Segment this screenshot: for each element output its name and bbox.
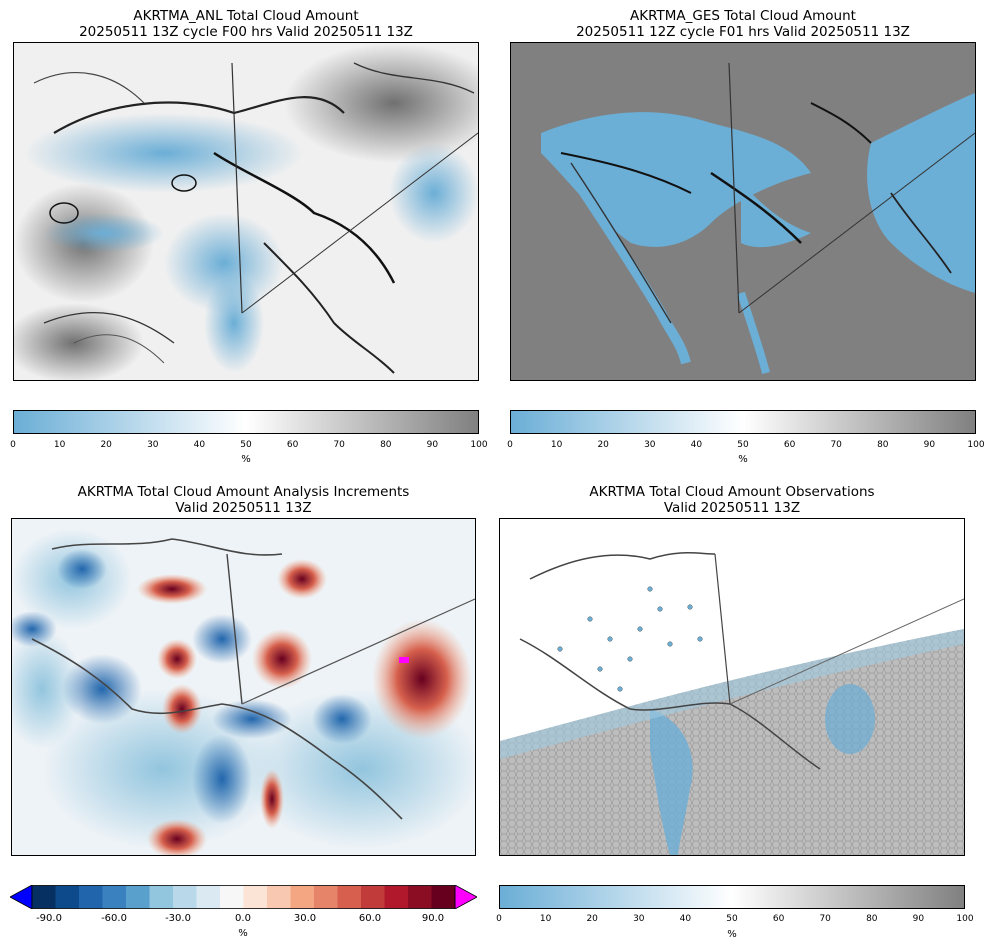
cbar-color-block (220, 885, 244, 909)
cbar-color-block (361, 885, 385, 909)
cbar-color-block (55, 885, 80, 909)
ges-colorbar (510, 410, 976, 434)
obs-cbar-tick: 60 (772, 914, 785, 924)
anl-cbar-tick: 80 (380, 440, 392, 450)
anl-cbar-tick: 40 (193, 440, 206, 450)
inc-cbar-tick: 0.0 (235, 913, 251, 924)
anl-title-line1: AKRTMA_ANL Total Cloud Amount (133, 8, 359, 24)
ges-title-line1: AKRTMA_GES Total Cloud Amount (630, 8, 856, 24)
anl-map (13, 42, 479, 381)
cbar-color-block (431, 885, 456, 909)
ges-cbar-tick: 10 (550, 440, 563, 450)
cbar-overflow-arrow (454, 885, 477, 909)
obs-cbar-tick: 90 (912, 914, 925, 924)
ges-cbar-tick: 90 (923, 440, 936, 450)
obs-cbar-tick: 50 (726, 914, 738, 924)
ges-cbar-tick: 80 (877, 440, 889, 450)
cbar-color-block (32, 885, 56, 909)
anl-cbar-tick: 10 (53, 440, 66, 450)
inc-cbar-tick: -60.0 (101, 913, 127, 924)
obs-colorbar (499, 885, 965, 909)
anl-cbar-tick: 100 (470, 440, 488, 450)
obs-title: AKRTMA Total Cloud Amount Observations V… (499, 484, 965, 516)
ges-cbar-tick: 0 (507, 440, 513, 450)
ges-cbar-tick: 60 (783, 440, 796, 450)
anl-cbar-unit: % (241, 454, 251, 465)
ges-cbar-tick: 40 (690, 440, 703, 450)
cbar-color-block (79, 885, 103, 909)
cbar-color-block (314, 885, 338, 909)
ges-cbar-tick: 20 (597, 440, 609, 450)
obs-cbar-tick: 10 (539, 914, 552, 924)
obs-cbar-tick: 20 (586, 914, 598, 924)
inc-map (11, 518, 476, 856)
ges-title: AKRTMA_GES Total Cloud Amount 20250511 1… (510, 8, 976, 40)
cbar-color-block (126, 885, 150, 909)
anl-title: AKRTMA_ANL Total Cloud Amount 20250511 1… (13, 8, 479, 40)
anl-cbar-tick: 50 (240, 440, 252, 450)
obs-cbar-tick: 100 (956, 914, 974, 924)
obs-title-line2: Valid 20250511 13Z (663, 500, 801, 516)
inc-cbar-tick: 90.0 (421, 913, 445, 924)
ges-cbar-unit: % (738, 454, 748, 465)
cbar-color-block (408, 885, 432, 909)
anl-cbar-tick: 30 (147, 440, 159, 450)
obs-title-line1: AKRTMA Total Cloud Amount Observations (589, 484, 875, 500)
cbar-color-block (196, 885, 221, 909)
cbar-color-block (173, 885, 197, 909)
obs-cbar-tick: 0 (496, 914, 502, 924)
cbar-color-block (267, 885, 291, 909)
inc-cbar-tick: -90.0 (36, 913, 62, 924)
ges-cbar-tick: 70 (830, 440, 842, 450)
obs-cbar-tick: 40 (679, 914, 692, 924)
ges-title-line2: 20250511 12Z cycle F01 hrs Valid 2025051… (576, 24, 910, 40)
obs-cbar-tick: 70 (819, 914, 831, 924)
cbar-color-block (243, 885, 268, 909)
obs-cbar-tick: 80 (866, 914, 878, 924)
anl-cbar-tick: 20 (100, 440, 112, 450)
anl-title-line2: 20250511 13Z cycle F00 hrs Valid 2025051… (79, 24, 413, 40)
cbar-color-block (102, 885, 127, 909)
inc-cbar-unit: % (238, 928, 248, 939)
cbar-color-block (384, 885, 409, 909)
obs-map (499, 518, 965, 856)
anl-cbar-tick: 70 (333, 440, 345, 450)
inc-cbar-tick: 60.0 (358, 913, 382, 924)
inc-cbar-tick: 30.0 (293, 913, 317, 924)
ges-cbar-tick: 50 (737, 440, 749, 450)
inc-cbar-tick: -30.0 (165, 913, 191, 924)
cbar-color-block (290, 885, 315, 909)
inc-title: AKRTMA Total Cloud Amount Analysis Incre… (11, 484, 476, 516)
anl-cbar-tick: 0 (10, 440, 16, 450)
ges-cbar-tick: 100 (967, 440, 985, 450)
inc-title-line2: Valid 20250511 13Z (175, 500, 312, 516)
ges-cbar-tick: 30 (644, 440, 656, 450)
anl-colorbar (13, 410, 479, 434)
obs-cbar-tick: 30 (633, 914, 645, 924)
cbar-color-block (149, 885, 174, 909)
inc-title-line1: AKRTMA Total Cloud Amount Analysis Incre… (77, 484, 410, 500)
ges-map (510, 42, 976, 381)
cbar-underflow-arrow (10, 885, 33, 909)
cbar-color-block (337, 885, 362, 909)
inc-colorbar (10, 885, 477, 909)
obs-cbar-unit: % (727, 929, 737, 940)
anl-cbar-tick: 60 (286, 440, 299, 450)
anl-cbar-tick: 90 (426, 440, 439, 450)
